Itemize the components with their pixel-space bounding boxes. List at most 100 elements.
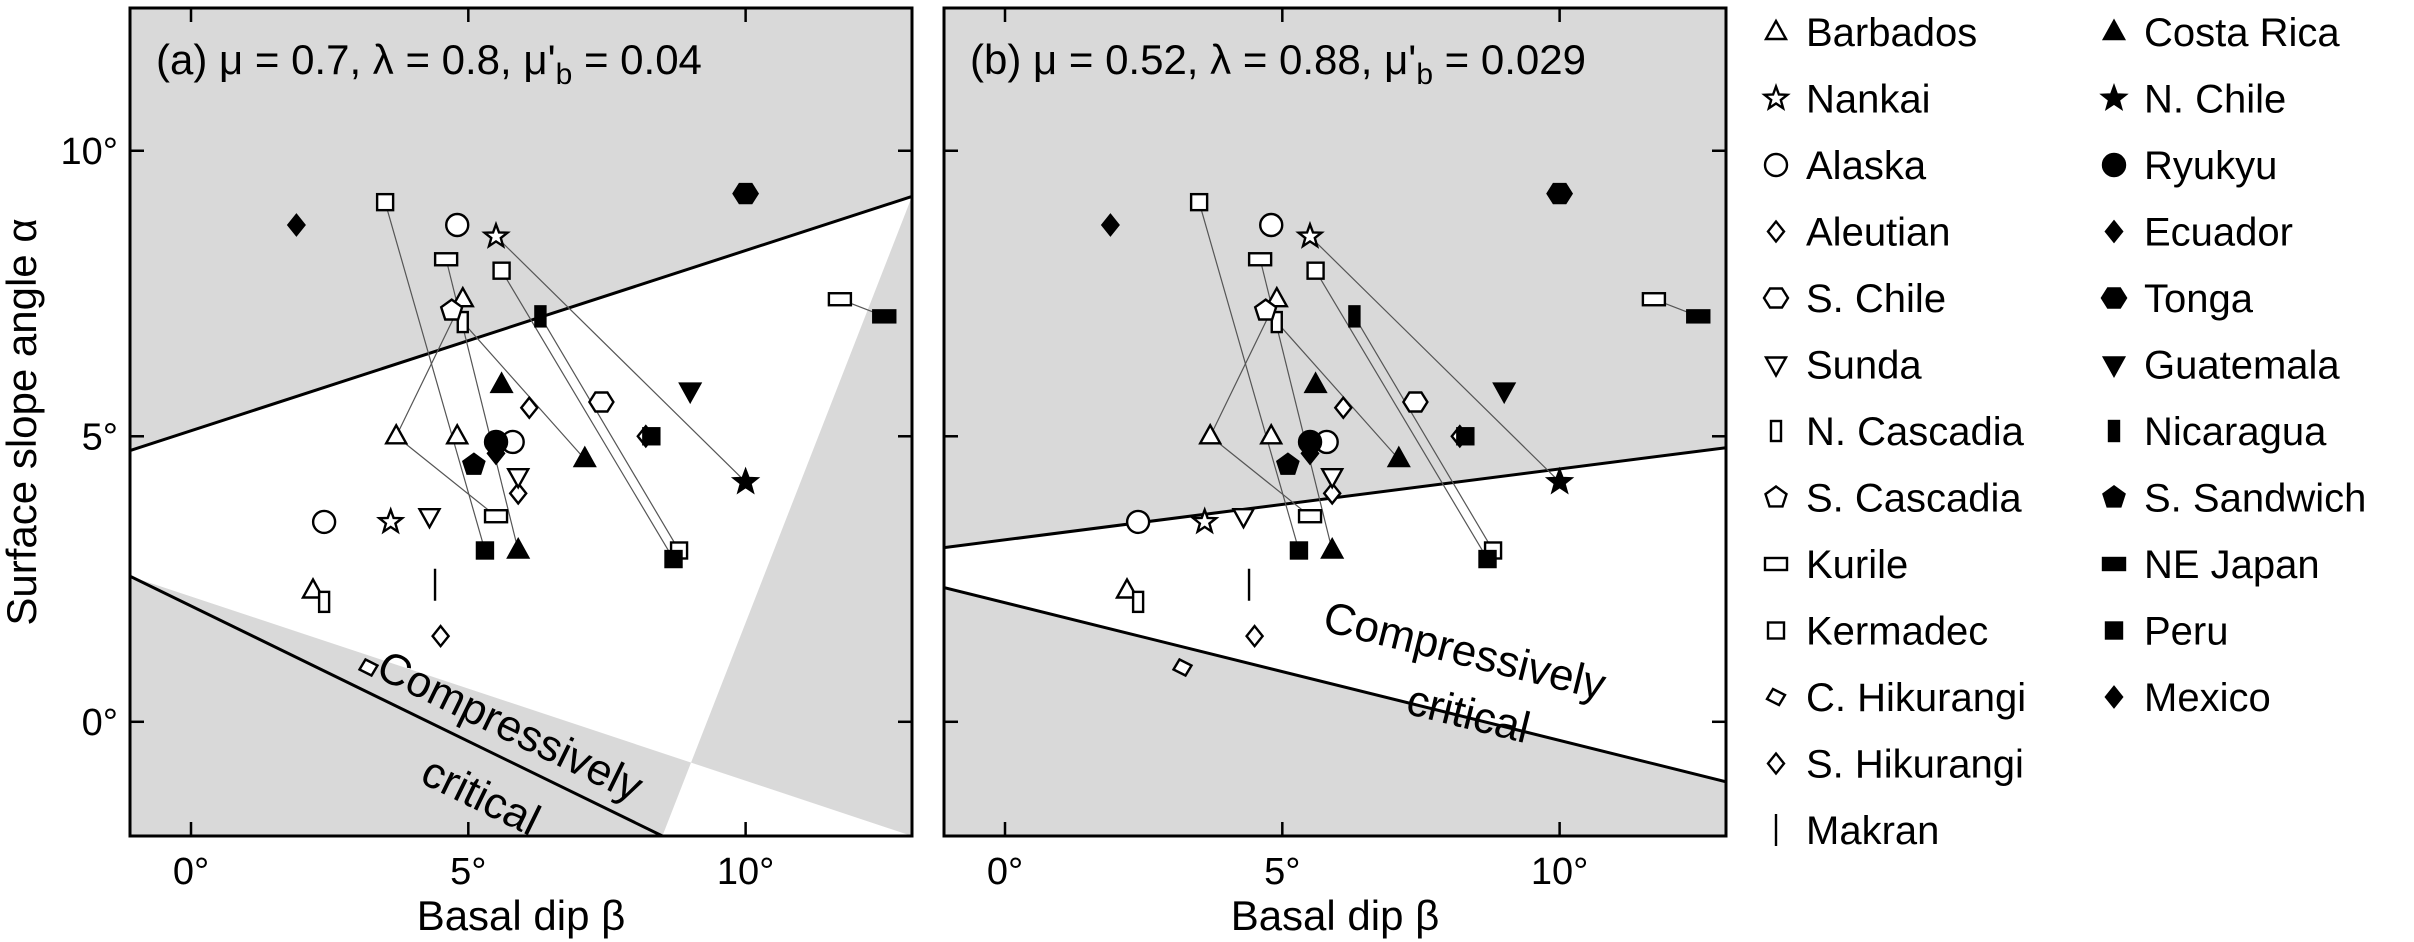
panel-title-main: (b) μ = 0.52, λ = 0.88, μ' bbox=[970, 36, 1416, 83]
legend-label: Makran bbox=[1806, 809, 1939, 853]
data-point-kurile bbox=[1297, 509, 1323, 524]
legend-item-peru: Peru bbox=[2104, 610, 2229, 654]
data-point-nankai bbox=[1190, 506, 1220, 535]
legend-marker-ne-japan bbox=[2101, 556, 2127, 572]
data-point-s-cascadia bbox=[1253, 298, 1278, 321]
data-point-guatemala bbox=[1492, 382, 1517, 405]
panel-title-tail: = 0.029 bbox=[1433, 36, 1586, 83]
data-point-kermadec bbox=[492, 261, 511, 280]
data-point-n-cascadia bbox=[1131, 590, 1145, 614]
data-point-kermadec bbox=[1189, 192, 1209, 212]
x-tick-label: 10° bbox=[717, 851, 774, 893]
legend-marker-alaska bbox=[1763, 152, 1789, 178]
data-point-barbados bbox=[450, 285, 475, 308]
connector-line bbox=[501, 270, 675, 560]
x-tick-label: 0° bbox=[173, 851, 209, 893]
legend-marker-aleutian bbox=[1766, 219, 1786, 244]
legend-label: Kermadec bbox=[1806, 610, 1988, 654]
data-point-sunda bbox=[1231, 508, 1256, 530]
legend-marker-c-hikurangi bbox=[1765, 687, 1787, 707]
connector-line bbox=[1276, 321, 1400, 460]
legend-marker-kurile bbox=[1763, 556, 1789, 572]
data-point-peru bbox=[1289, 541, 1309, 560]
legend-marker-ryukyu bbox=[2101, 152, 2127, 178]
x-tick-label: 0° bbox=[987, 851, 1023, 893]
legend-item-costa-rica: Costa Rica bbox=[2101, 11, 2340, 55]
plot-frame bbox=[942, 6, 1728, 838]
data-point-aleutian bbox=[508, 481, 528, 506]
legend-item-alaska: Alaska bbox=[1763, 144, 1927, 188]
y-tick-label: 10° bbox=[61, 131, 118, 173]
data-point-alaska bbox=[1125, 509, 1151, 535]
legend-item-s-hikurangi: S. Hikurangi bbox=[1766, 743, 2024, 787]
data-point-ne-japan bbox=[1686, 309, 1711, 324]
legend-item-n-chile: N. Chile bbox=[2099, 78, 2286, 122]
data-point-costa-rica bbox=[506, 537, 531, 559]
data-point-alaska bbox=[445, 212, 470, 238]
connector-line bbox=[539, 316, 680, 551]
data-point-nankai bbox=[1295, 220, 1325, 249]
connector-line bbox=[1309, 235, 1561, 483]
data-point-barbados bbox=[1264, 285, 1289, 308]
legend-marker-kermadec bbox=[1766, 621, 1786, 640]
connector-line bbox=[395, 435, 497, 517]
legend-label: Sunda bbox=[1806, 344, 1922, 388]
data-point-sunda bbox=[506, 468, 531, 490]
data-point-nicaragua bbox=[534, 305, 547, 328]
legend-marker-s-hikurangi bbox=[1766, 751, 1786, 776]
legend-label: N. Cascadia bbox=[1806, 410, 2025, 454]
data-point-mexico bbox=[1300, 441, 1320, 466]
data-point-peru bbox=[475, 541, 495, 560]
upper-boundary-line bbox=[130, 195, 912, 452]
panel-title: (a) μ = 0.7, λ = 0.8, μ'b = 0.04 bbox=[156, 36, 702, 91]
legend-label: Barbados bbox=[1806, 11, 1977, 55]
data-point-sunda bbox=[417, 508, 442, 530]
connector-line bbox=[1353, 316, 1494, 551]
legend-marker-n-chile bbox=[2099, 82, 2129, 111]
connector-line bbox=[462, 321, 586, 460]
y-tick-label: 0° bbox=[82, 702, 118, 744]
data-point-barbados bbox=[384, 422, 409, 445]
legend-item-sunda: Sunda bbox=[1763, 344, 1922, 388]
legend-marker-n-cascadia bbox=[1769, 419, 1783, 443]
legend-item-kermadec: Kermadec bbox=[1766, 610, 1988, 654]
data-point-guatemala bbox=[678, 382, 703, 405]
y-tick-label: 5° bbox=[82, 416, 118, 458]
data-point-s-chile bbox=[587, 391, 615, 413]
legend-label: S. Chile bbox=[1806, 277, 1946, 321]
x-tick-label: 5° bbox=[1264, 851, 1300, 893]
data-point-tonga bbox=[732, 182, 760, 205]
data-point-s-sandwich bbox=[461, 452, 486, 475]
data-point-aleutian bbox=[519, 395, 539, 420]
legend-label: Ryukyu bbox=[2144, 144, 2277, 188]
connector-line bbox=[1209, 435, 1311, 517]
legend-label: Nankai bbox=[1806, 78, 1931, 122]
legend-label: Aleutian bbox=[1806, 211, 1951, 255]
data-point-alaska bbox=[311, 509, 337, 535]
legend-label: C. Hikurangi bbox=[1806, 676, 2026, 720]
legend-item-mexico: Mexico bbox=[2104, 676, 2271, 720]
data-point-n-cascadia bbox=[456, 310, 469, 334]
data-point-alaska bbox=[1259, 212, 1284, 238]
legend-item-guatemala: Guatemala bbox=[2101, 344, 2340, 388]
panel-title-subscript: b bbox=[1416, 58, 1433, 91]
legend-item-s-cascadia: S. Cascadia bbox=[1764, 477, 2022, 521]
data-point-n-chile bbox=[730, 466, 761, 495]
data-point-costa-rica bbox=[1386, 445, 1411, 468]
legend-label: S. Sandwich bbox=[2144, 477, 2366, 521]
legend-item-nicaragua: Nicaragua bbox=[2107, 410, 2327, 454]
data-point-nankai bbox=[481, 220, 511, 249]
legend-label: Peru bbox=[2144, 610, 2229, 654]
data-point-nankai bbox=[376, 506, 406, 535]
panel-title-tail: = 0.04 bbox=[572, 36, 702, 83]
legend-item-ryukyu: Ryukyu bbox=[2101, 144, 2277, 188]
legend-label: N. Chile bbox=[2144, 78, 2286, 122]
data-point-ecuador bbox=[1100, 213, 1120, 237]
legend-item-c-hikurangi: C. Hikurangi bbox=[1765, 676, 2026, 720]
panel-title: (b) μ = 0.52, λ = 0.88, μ'b = 0.029 bbox=[970, 36, 1586, 91]
connector-line bbox=[495, 235, 747, 483]
data-point-mexico bbox=[486, 441, 506, 466]
legend-label: Alaska bbox=[1806, 144, 1927, 188]
data-point-barbados bbox=[1198, 422, 1223, 445]
